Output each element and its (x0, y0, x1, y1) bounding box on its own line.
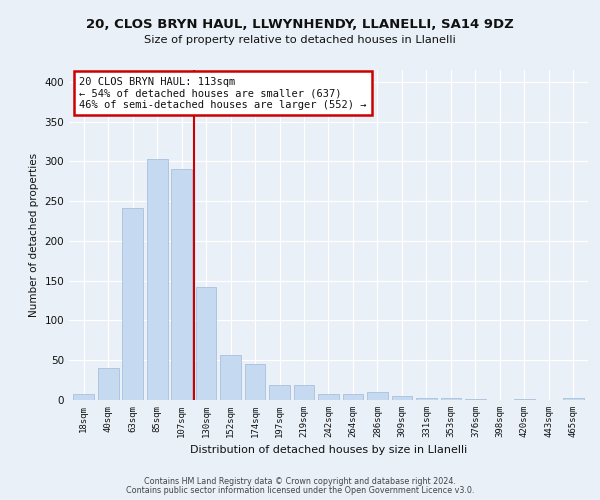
Text: Contains public sector information licensed under the Open Government Licence v3: Contains public sector information licen… (126, 486, 474, 495)
Text: Contains HM Land Registry data © Crown copyright and database right 2024.: Contains HM Land Registry data © Crown c… (144, 477, 456, 486)
Bar (98, 368, 119, 400)
Bar (245, 364, 265, 400)
Bar (293, 385, 314, 400)
Text: Size of property relative to detached houses in Llanelli: Size of property relative to detached ho… (144, 35, 456, 45)
Bar (563, 398, 584, 400)
Y-axis label: Number of detached properties: Number of detached properties (29, 153, 39, 317)
X-axis label: Distribution of detached houses by size in Llanelli: Distribution of detached houses by size … (190, 446, 467, 456)
Bar (343, 394, 364, 400)
Bar (465, 399, 486, 400)
Text: 20 CLOS BRYN HAUL: 113sqm
← 54% of detached houses are smaller (637)
46% of semi: 20 CLOS BRYN HAUL: 113sqm ← 54% of detac… (79, 76, 367, 110)
Bar (440, 398, 461, 400)
Bar (122, 208, 143, 400)
Bar (196, 287, 217, 400)
Bar (220, 354, 241, 400)
Bar (318, 394, 339, 400)
Bar (269, 385, 290, 400)
Bar (416, 398, 437, 400)
Bar (171, 170, 192, 400)
Bar (367, 392, 388, 400)
Text: 20, CLOS BRYN HAUL, LLWYNHENDY, LLANELLI, SA14 9DZ: 20, CLOS BRYN HAUL, LLWYNHENDY, LLANELLI… (86, 18, 514, 30)
Bar (147, 159, 167, 400)
Bar (73, 394, 94, 400)
Bar (514, 399, 535, 400)
Bar (392, 396, 412, 400)
